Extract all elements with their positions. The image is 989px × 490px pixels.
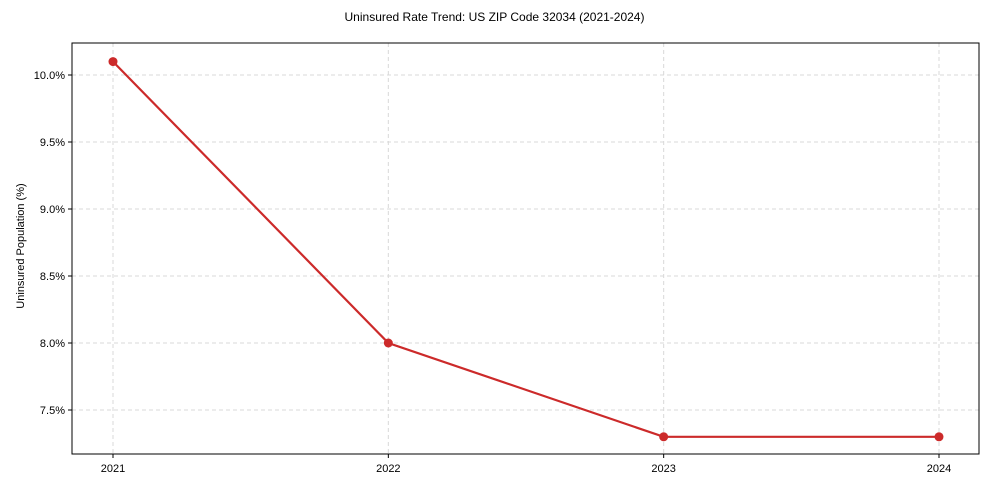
data-point bbox=[383, 338, 393, 348]
plot-frame bbox=[71, 42, 980, 455]
x-tick-label: 2023 bbox=[651, 463, 675, 475]
chart-title: Uninsured Rate Trend: US ZIP Code 32034 … bbox=[344, 10, 645, 24]
data-point bbox=[108, 57, 118, 67]
y-tick-label: 7.5% bbox=[40, 405, 65, 417]
data-point bbox=[934, 432, 944, 442]
x-tick-label: 2022 bbox=[376, 463, 400, 475]
y-tick-label: 8.0% bbox=[40, 338, 65, 350]
y-tick-label: 10.0% bbox=[34, 70, 65, 82]
y-tick-label: 9.0% bbox=[40, 204, 65, 216]
y-tick-label: 9.5% bbox=[40, 137, 65, 149]
x-tick-label: 2021 bbox=[101, 463, 125, 475]
data-point bbox=[659, 432, 669, 442]
y-tick-label: 8.5% bbox=[40, 271, 65, 283]
data-line bbox=[112, 60, 939, 438]
x-tick-label: 2024 bbox=[927, 463, 951, 475]
